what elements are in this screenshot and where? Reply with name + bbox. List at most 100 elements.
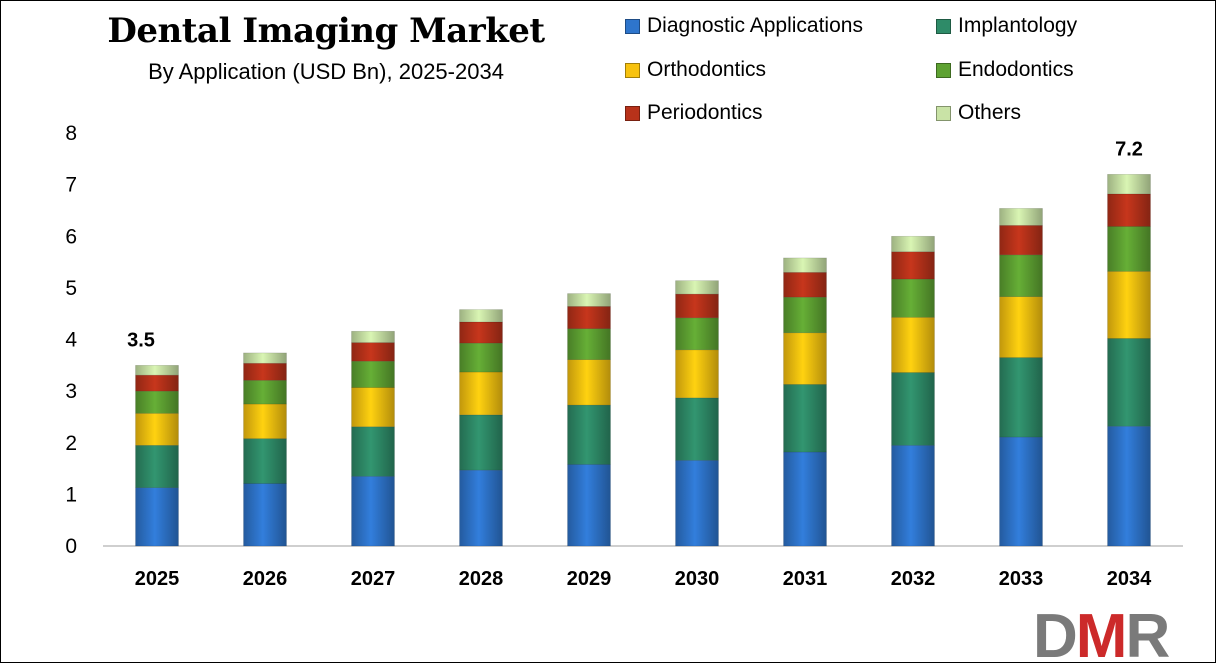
bar-segment-implantology-2032	[891, 372, 935, 446]
bar-segment-others-2034	[1107, 174, 1151, 195]
bar-segment-endodontics-2034	[1107, 226, 1151, 272]
x-tick-label-2030: 2030	[675, 568, 720, 590]
bar-segment-periodontics-2029	[567, 306, 611, 329]
bar-segment-orthodontics-2028	[459, 371, 503, 416]
y-tick-label: 2	[65, 432, 77, 455]
bar-segment-diagnostic-applications-2031	[783, 451, 827, 547]
legend-item-periodontics: Periodontics	[625, 101, 763, 125]
bar-segment-others-2026	[243, 352, 287, 364]
bar-segment-implantology-2033	[999, 357, 1043, 438]
dmr-logo: DMR	[1033, 602, 1171, 663]
x-tick-label-2028: 2028	[459, 568, 504, 590]
x-tick-label-2025: 2025	[135, 568, 180, 590]
y-tick-label: 8	[65, 122, 77, 145]
bar-segment-implantology-2030	[675, 397, 719, 461]
bar-segment-orthodontics-2030	[675, 349, 719, 399]
bar-segment-endodontics-2026	[243, 379, 287, 405]
bar-segment-periodontics-2028	[459, 321, 503, 344]
x-tick-label-2026: 2026	[243, 568, 288, 590]
chart-title: Dental Imaging Market	[107, 11, 545, 51]
bar-segment-periodontics-2032	[891, 251, 935, 280]
bar-segment-periodontics-2034	[1107, 193, 1151, 227]
x-tick-label-2034: 2034	[1107, 568, 1152, 590]
bar-segment-orthodontics-2029	[567, 359, 611, 406]
legend-swatch	[936, 18, 951, 34]
legend-label: Endodontics	[958, 58, 1074, 81]
bar-segment-others-2030	[675, 280, 719, 295]
legend-label: Periodontics	[647, 101, 763, 124]
bar-segment-periodontics-2031	[783, 272, 827, 298]
bar-segment-implantology-2026	[243, 438, 287, 484]
x-tick-label-2031: 2031	[783, 568, 828, 590]
bar-segment-orthodontics-2027	[351, 387, 395, 428]
bar-segment-periodontics-2027	[351, 342, 395, 362]
logo-letter: R	[1125, 602, 1169, 663]
bar-segment-others-2032	[891, 235, 935, 253]
bar-segment-diagnostic-applications-2033	[999, 436, 1043, 547]
bar-segment-implantology-2025	[135, 445, 179, 488]
y-tick-label: 4	[65, 329, 77, 352]
y-tick-label: 3	[65, 380, 77, 403]
y-tick-label: 5	[65, 277, 77, 300]
bar-segment-implantology-2031	[783, 384, 827, 453]
logo-letter: D	[1033, 602, 1076, 663]
y-tick-label: 1	[65, 483, 77, 506]
bar-segment-others-2025	[135, 365, 179, 376]
bar-segment-periodontics-2025	[135, 374, 179, 392]
bar-segment-diagnostic-applications-2029	[567, 464, 611, 547]
bar-segment-orthodontics-2034	[1107, 271, 1151, 339]
bar-segment-others-2033	[999, 208, 1043, 226]
legend-label: Others	[958, 101, 1022, 124]
legend-label: Diagnostic Applications	[647, 14, 863, 37]
bar-segment-periodontics-2026	[243, 362, 287, 381]
bar-segment-endodontics-2029	[567, 328, 611, 360]
bar-segment-endodontics-2030	[675, 317, 719, 351]
legend-item-endodontics: Endodontics	[936, 58, 1074, 82]
bar-segment-others-2029	[567, 293, 611, 307]
bar-segment-diagnostic-applications-2030	[675, 460, 719, 547]
bar-segment-diagnostic-applications-2032	[891, 445, 935, 547]
y-tick-label: 6	[65, 225, 77, 248]
legend-swatch	[936, 62, 951, 78]
bar-segment-others-2028	[459, 309, 503, 323]
bar-segment-orthodontics-2025	[135, 413, 179, 446]
legend-swatch	[625, 18, 640, 34]
bar-segment-others-2027	[351, 330, 395, 343]
bar-segment-endodontics-2025	[135, 390, 179, 414]
bar-segment-orthodontics-2032	[891, 317, 935, 373]
legend-item-implantology: Implantology	[936, 14, 1077, 38]
bar-segment-diagnostic-applications-2027	[351, 476, 395, 547]
bar-segment-implantology-2027	[351, 426, 395, 477]
y-tick-label: 7	[65, 174, 77, 197]
total-label-2034: 7.2	[1115, 138, 1143, 160]
bar-segment-endodontics-2028	[459, 342, 503, 373]
chart-subtitle: By Application (USD Bn), 2025-2034	[148, 59, 504, 84]
bar-segment-endodontics-2033	[999, 254, 1043, 297]
bar-segment-endodontics-2031	[783, 296, 827, 334]
legend-label: Implantology	[958, 14, 1078, 37]
bar-segment-implantology-2028	[459, 414, 503, 471]
bar-segment-endodontics-2027	[351, 360, 395, 388]
bar-segment-periodontics-2033	[999, 225, 1043, 256]
logo-letter: M	[1076, 602, 1126, 663]
legend-item-diagnostic-applications: Diagnostic Applications	[625, 14, 863, 38]
svg-text:DMR: DMR	[1033, 602, 1169, 663]
bar-segment-diagnostic-applications-2028	[459, 469, 503, 547]
legend-item-orthodontics: Orthodontics	[625, 58, 766, 82]
legend-item-others: Others	[936, 101, 1021, 125]
bar-segment-others-2031	[783, 257, 827, 273]
x-tick-label-2027: 2027	[351, 568, 396, 590]
bar-segment-orthodontics-2031	[783, 332, 827, 385]
x-tick-label-2029: 2029	[567, 568, 612, 590]
x-tick-label-2032: 2032	[891, 568, 936, 590]
bar-segment-implantology-2029	[567, 404, 611, 465]
x-tick-label-2033: 2033	[999, 568, 1044, 590]
legend-swatch	[625, 62, 640, 78]
bar-segment-diagnostic-applications-2034	[1107, 425, 1151, 547]
bar-segment-diagnostic-applications-2026	[243, 483, 287, 547]
legend-swatch	[936, 105, 951, 121]
bar-segment-endodontics-2032	[891, 278, 935, 318]
bar-segment-orthodontics-2026	[243, 403, 287, 439]
